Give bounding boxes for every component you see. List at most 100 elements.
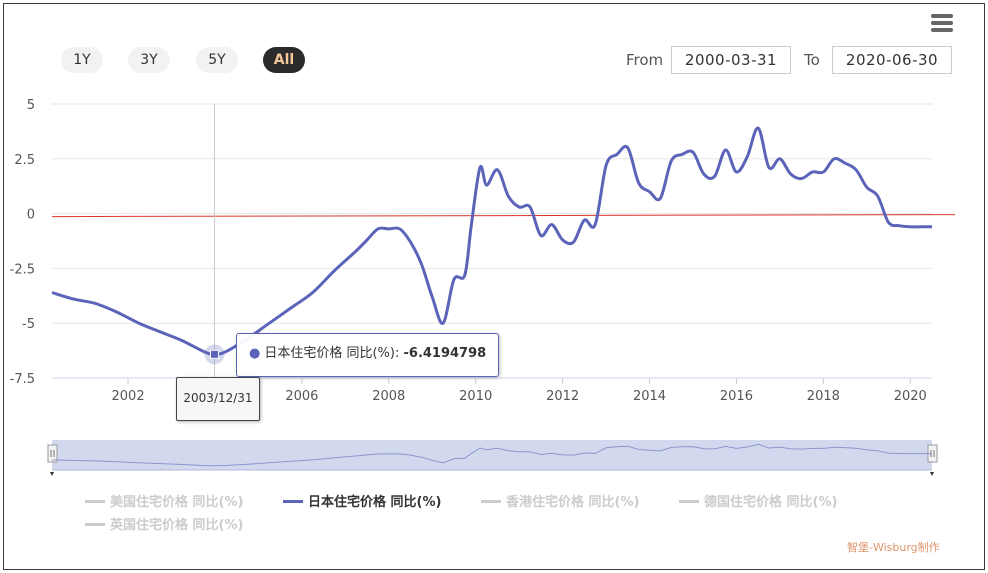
data-point[interactable]	[691, 150, 695, 154]
data-point[interactable]	[756, 126, 760, 130]
data-point[interactable]	[908, 225, 912, 229]
navigator-scroll-left-icon[interactable]	[50, 472, 54, 476]
data-point[interactable]	[604, 163, 608, 167]
data-point[interactable]	[897, 224, 901, 228]
legend-swatch-icon	[85, 523, 105, 526]
range-button-3y[interactable]: 3Y	[128, 47, 170, 73]
hover-point-marker[interactable]	[210, 349, 220, 359]
x-tick-label: 2018	[807, 389, 840, 404]
data-point[interactable]	[452, 277, 456, 281]
navigator-selection[interactable]	[52, 440, 932, 470]
data-point[interactable]	[528, 205, 532, 209]
series-points	[50, 126, 934, 356]
tooltip-dot-icon: ●	[249, 346, 261, 361]
series-line-japan[interactable]	[51, 126, 932, 356]
data-point[interactable]	[778, 157, 782, 161]
data-point[interactable]	[506, 194, 510, 198]
x-tick-label: 2008	[372, 389, 405, 404]
y-tick-label: 5	[27, 98, 35, 113]
data-point[interactable]	[159, 330, 163, 334]
data-point[interactable]	[72, 297, 76, 301]
data-point[interactable]	[365, 238, 369, 242]
data-point[interactable]	[593, 223, 597, 227]
zero-reference-line	[51, 214, 956, 218]
data-point[interactable]	[332, 269, 336, 273]
x-tick-label: 2014	[633, 389, 666, 404]
from-date-input[interactable]: 2000-03-31	[671, 46, 791, 74]
data-point[interactable]	[517, 205, 521, 209]
data-point[interactable]	[485, 183, 489, 187]
x-tick-label: 2012	[546, 389, 579, 404]
from-label: From	[626, 51, 664, 69]
to-date-input[interactable]: 2020-06-30	[832, 46, 952, 74]
data-point[interactable]	[637, 181, 641, 185]
data-point[interactable]	[821, 170, 825, 174]
data-point[interactable]	[571, 240, 575, 244]
data-point[interactable]	[180, 339, 184, 343]
x-tick-label: 2020	[894, 389, 927, 404]
legend-item-hongkong[interactable]: 香港住宅价格 同比(%)	[481, 491, 639, 510]
data-point[interactable]	[800, 177, 804, 181]
legend-item-uk[interactable]: 英国住宅价格 同比(%)	[85, 514, 243, 533]
data-point[interactable]	[550, 223, 554, 227]
x-tick-label: 2006	[285, 389, 318, 404]
data-point[interactable]	[137, 321, 141, 325]
data-point[interactable]	[376, 227, 380, 231]
data-point[interactable]	[115, 310, 119, 314]
data-point[interactable]	[843, 161, 847, 165]
data-point[interactable]	[832, 157, 836, 161]
data-point[interactable]	[669, 159, 673, 163]
data-point[interactable]	[648, 190, 652, 194]
data-point[interactable]	[495, 168, 499, 172]
data-point[interactable]	[702, 172, 706, 176]
data-point[interactable]	[267, 321, 271, 325]
data-point[interactable]	[398, 227, 402, 231]
data-point[interactable]	[419, 262, 423, 266]
data-point[interactable]	[615, 152, 619, 156]
range-button-5y[interactable]: 5Y	[196, 47, 238, 73]
data-point[interactable]	[658, 196, 662, 200]
data-point[interactable]	[463, 273, 467, 277]
data-point[interactable]	[865, 185, 869, 189]
data-point[interactable]	[289, 306, 293, 310]
data-point[interactable]	[789, 172, 793, 176]
data-point[interactable]	[539, 234, 543, 238]
data-point[interactable]	[919, 225, 923, 229]
navigator-scroll-right-icon[interactable]	[930, 472, 934, 476]
data-point[interactable]	[354, 249, 358, 253]
data-point[interactable]	[854, 168, 858, 172]
data-point[interactable]	[582, 218, 586, 222]
legend-item-us[interactable]: 美国住宅价格 同比(%)	[85, 491, 243, 510]
data-point[interactable]	[441, 321, 445, 325]
data-point[interactable]	[50, 291, 54, 295]
data-point[interactable]	[311, 291, 315, 295]
data-point[interactable]	[93, 301, 97, 305]
data-point[interactable]	[680, 152, 684, 156]
legend-item-germany[interactable]: 德国住宅价格 同比(%)	[679, 491, 837, 510]
data-point[interactable]	[734, 170, 738, 174]
data-point[interactable]	[767, 166, 771, 170]
data-point[interactable]	[713, 174, 717, 178]
data-point[interactable]	[724, 148, 728, 152]
data-point[interactable]	[930, 225, 934, 229]
data-point[interactable]	[478, 166, 482, 170]
legend-item-japan[interactable]: 日本住宅价格 同比(%)	[283, 491, 441, 510]
legend-label: 美国住宅价格 同比(%)	[110, 495, 244, 510]
x-axis-date-tooltip: 2003/12/31	[176, 377, 260, 421]
data-point[interactable]	[409, 240, 413, 244]
data-point[interactable]	[810, 170, 814, 174]
data-point[interactable]	[469, 223, 473, 227]
data-point[interactable]	[561, 238, 565, 242]
range-button-1y[interactable]: 1Y	[61, 47, 103, 73]
x-tick-label: 2016	[720, 389, 753, 404]
data-point[interactable]	[626, 146, 630, 150]
data-point[interactable]	[430, 295, 434, 299]
hamburger-menu-icon[interactable]	[931, 14, 953, 32]
data-point[interactable]	[387, 227, 391, 231]
data-point[interactable]	[745, 155, 749, 159]
range-button-all[interactable]: All	[263, 47, 305, 73]
data-point[interactable]	[876, 194, 880, 198]
navigator-series-line	[51, 443, 932, 467]
navigator-handle-left[interactable]	[47, 444, 58, 463]
data-point[interactable]	[887, 220, 891, 224]
